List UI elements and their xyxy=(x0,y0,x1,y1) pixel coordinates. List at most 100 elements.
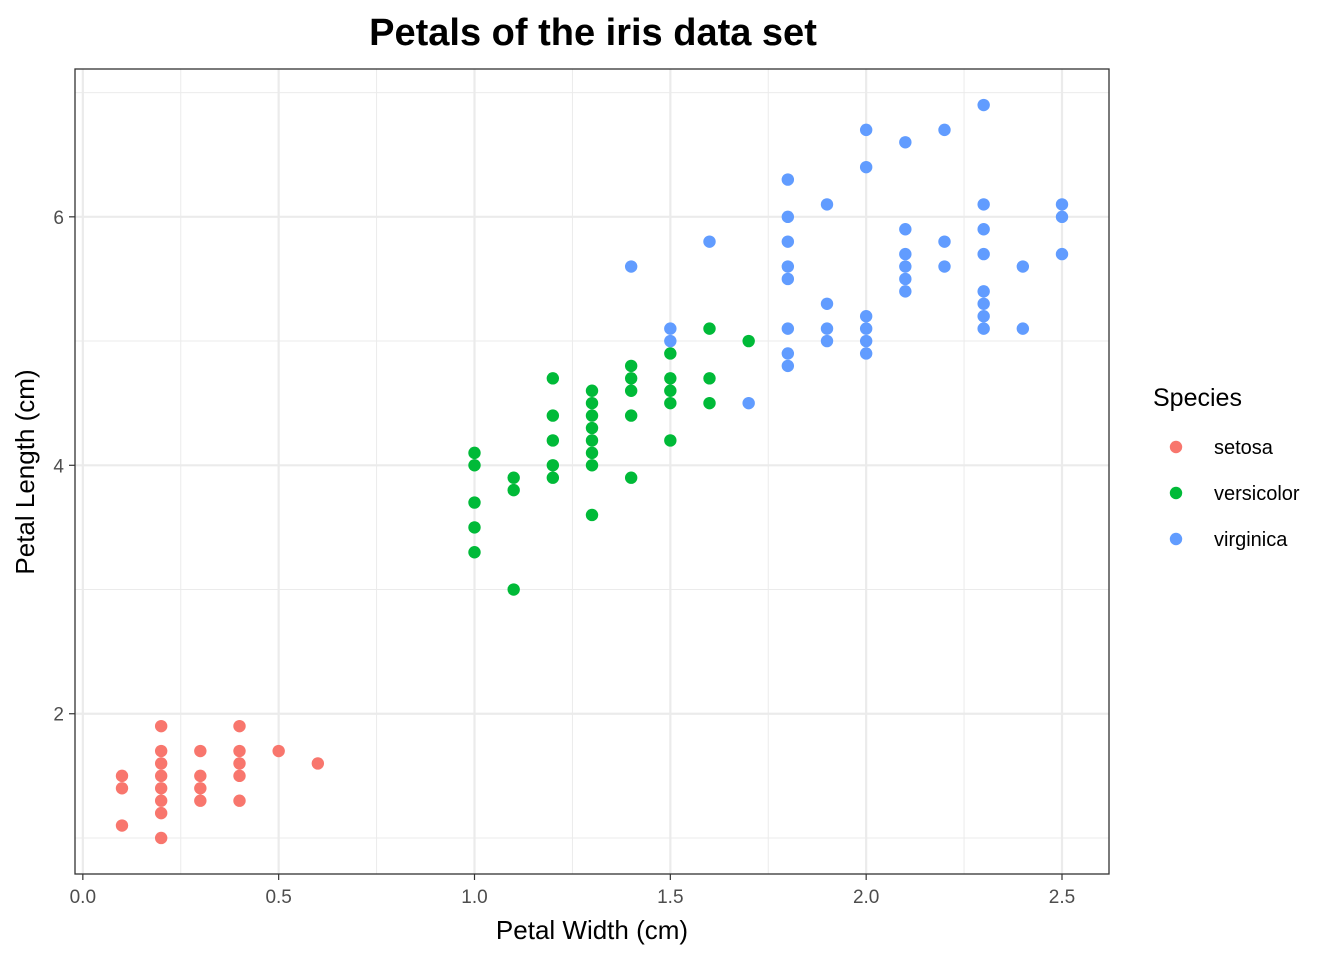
x-tick-label: 2.0 xyxy=(853,887,879,908)
y-tick-label: 6 xyxy=(53,208,64,229)
plot-area xyxy=(74,68,1110,875)
x-tick-label: 2.5 xyxy=(1049,887,1075,908)
data-point-virginica xyxy=(899,136,912,149)
data-point-setosa xyxy=(154,719,168,733)
data-point-setosa xyxy=(233,744,246,758)
data-point-setosa xyxy=(233,769,246,783)
data-point-versicolor xyxy=(585,434,599,447)
data-point-versicolor xyxy=(585,459,599,472)
data-point-virginica xyxy=(1016,260,1030,273)
data-point-versicolor xyxy=(664,347,677,360)
data-point-versicolor xyxy=(664,384,677,397)
data-point-versicolor xyxy=(585,508,599,522)
y-axis-title: Petal Length (cm) xyxy=(10,369,40,574)
data-point-versicolor xyxy=(703,396,716,410)
data-point-setosa xyxy=(154,769,168,783)
data-point-virginica xyxy=(1055,198,1069,211)
data-point-versicolor xyxy=(468,546,481,559)
data-point-virginica xyxy=(859,347,873,360)
data-point-versicolor xyxy=(546,471,560,484)
data-point-virginica xyxy=(899,285,912,298)
data-point-virginica xyxy=(664,322,677,335)
data-point-setosa xyxy=(154,782,168,795)
data-point-versicolor xyxy=(546,372,560,385)
data-point-virginica xyxy=(899,272,912,286)
data-point-virginica xyxy=(859,123,873,137)
data-point-setosa xyxy=(233,757,246,770)
data-point-virginica xyxy=(781,260,795,273)
data-point-virginica xyxy=(664,334,677,348)
x-tick-label: 1.5 xyxy=(657,887,683,908)
data-point-setosa xyxy=(115,782,129,795)
chart-title: Petals of the iris data set xyxy=(369,12,817,54)
data-point-virginica xyxy=(781,235,795,248)
data-point-versicolor xyxy=(703,322,716,335)
legend-label-setosa: setosa xyxy=(1214,437,1274,459)
data-point-virginica xyxy=(977,247,990,261)
data-point-versicolor xyxy=(585,396,599,410)
data-point-virginica xyxy=(781,272,795,286)
data-point-virginica xyxy=(820,334,834,348)
data-point-virginica xyxy=(1055,210,1069,224)
data-point-virginica xyxy=(977,297,990,310)
legend-key-virginica xyxy=(1169,532,1183,546)
data-point-versicolor xyxy=(664,396,677,410)
data-point-virginica xyxy=(977,98,990,112)
x-axis-title: Petal Width (cm) xyxy=(496,915,688,945)
data-point-virginica xyxy=(820,198,834,211)
data-point-setosa xyxy=(272,744,285,758)
data-point-versicolor xyxy=(468,459,481,472)
plot-border xyxy=(74,68,1110,875)
data-point-setosa xyxy=(194,744,207,758)
data-point-virginica xyxy=(977,322,990,335)
data-point-virginica xyxy=(624,260,638,273)
data-point-versicolor xyxy=(624,384,638,397)
data-point-versicolor xyxy=(664,434,677,447)
x-axis: 0.0 0.5 1.0 1.5 2.0 2.5 xyxy=(70,874,1075,908)
data-point-setosa xyxy=(154,806,168,820)
data-point-versicolor xyxy=(546,434,560,447)
data-point-versicolor xyxy=(585,409,599,422)
data-point-setosa xyxy=(194,794,207,807)
data-point-versicolor xyxy=(664,372,677,385)
data-point-versicolor xyxy=(468,446,481,460)
data-point-virginica xyxy=(859,160,873,174)
data-point-versicolor xyxy=(624,471,638,484)
data-point-virginica xyxy=(820,322,834,335)
data-point-setosa xyxy=(311,757,325,770)
data-point-virginica xyxy=(899,223,912,236)
data-point-virginica xyxy=(820,297,834,310)
x-tick-label: 0.0 xyxy=(70,887,96,908)
data-point-virginica xyxy=(781,173,795,186)
legend-key-setosa xyxy=(1169,440,1183,454)
data-point-setosa xyxy=(115,819,129,832)
data-point-versicolor xyxy=(742,334,755,348)
data-point-virginica xyxy=(899,247,912,261)
data-point-setosa xyxy=(154,831,168,845)
data-point-virginica xyxy=(859,322,873,335)
x-tick-label: 1.0 xyxy=(461,887,487,908)
data-point-setosa xyxy=(154,757,168,770)
data-point-versicolor xyxy=(546,409,560,422)
data-point-setosa xyxy=(194,769,207,783)
data-point-setosa xyxy=(154,794,168,807)
data-point-virginica xyxy=(781,347,795,360)
data-point-virginica xyxy=(781,359,795,373)
data-point-virginica xyxy=(781,322,795,335)
data-point-versicolor xyxy=(468,496,481,509)
legend-key-versicolor xyxy=(1169,486,1183,500)
data-point-virginica xyxy=(977,198,990,211)
data-point-versicolor xyxy=(585,446,599,460)
data-point-versicolor xyxy=(624,359,638,373)
data-point-versicolor xyxy=(624,372,638,385)
y-tick-label: 2 xyxy=(53,705,64,726)
legend-label-virginica: virginica xyxy=(1214,529,1288,551)
legend: Species setosa versicolor virginica xyxy=(1153,384,1300,551)
data-point-setosa xyxy=(233,719,246,733)
data-point-virginica xyxy=(977,285,990,298)
data-point-virginica xyxy=(859,310,873,323)
data-point-virginica xyxy=(1055,247,1069,261)
y-tick-label: 4 xyxy=(53,456,64,477)
data-points xyxy=(115,98,1069,845)
